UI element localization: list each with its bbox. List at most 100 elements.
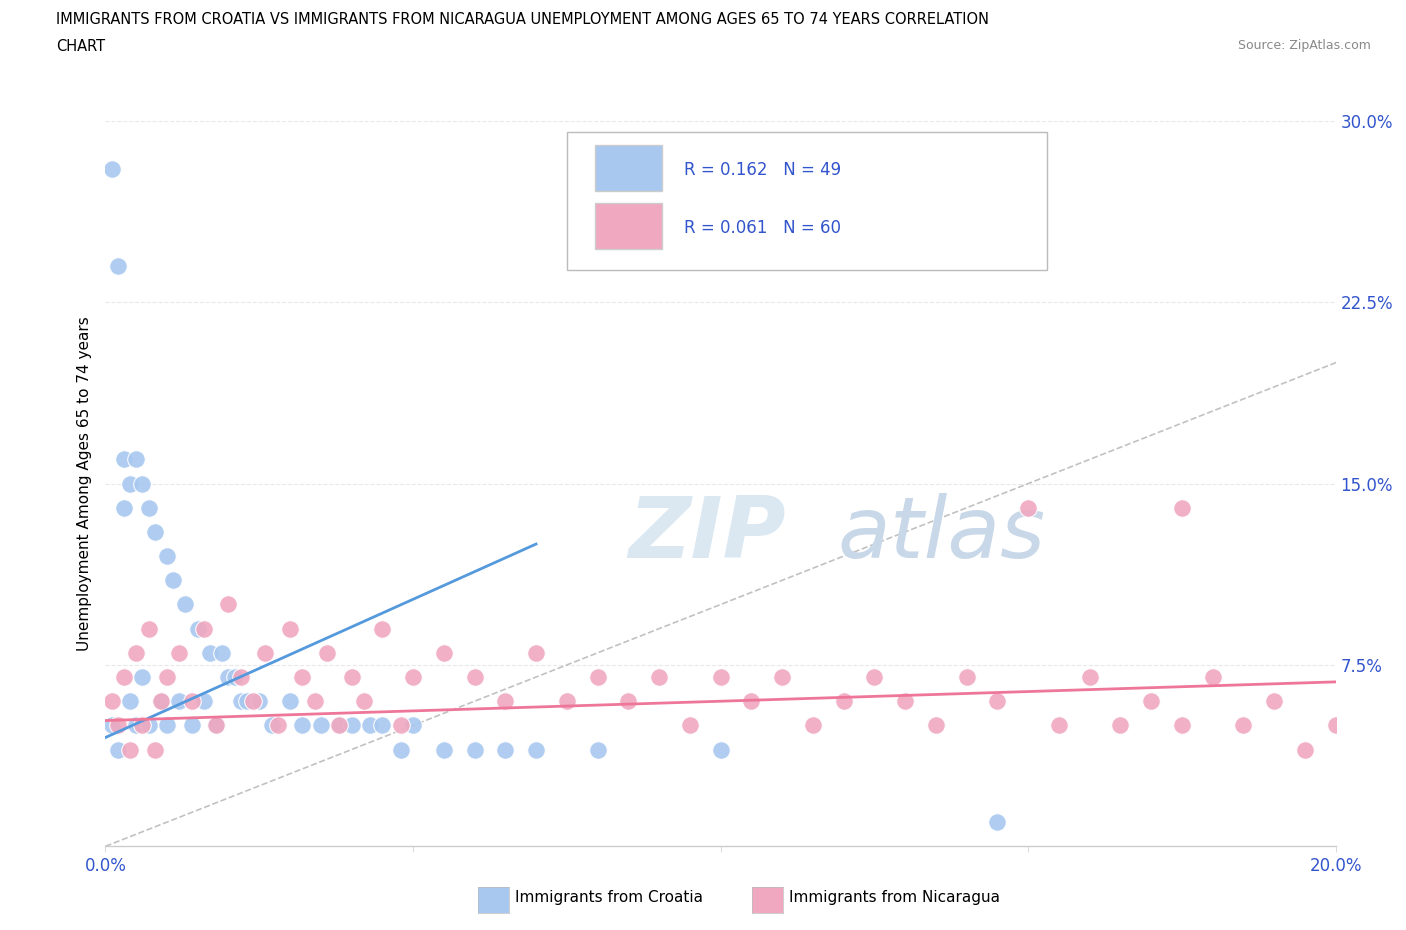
Point	[162, 573, 184, 588]
Point	[1109, 718, 1132, 733]
Point	[740, 694, 762, 709]
Y-axis label: Unemployment Among Ages 65 to 74 years: Unemployment Among Ages 65 to 74 years	[76, 316, 91, 651]
Point	[229, 670, 252, 684]
Point	[205, 718, 228, 733]
Point	[120, 476, 141, 491]
Text: IMMIGRANTS FROM CROATIA VS IMMIGRANTS FROM NICARAGUA UNEMPLOYMENT AMONG AGES 65 : IMMIGRANTS FROM CROATIA VS IMMIGRANTS FR…	[56, 12, 990, 27]
Text: Immigrants from Croatia: Immigrants from Croatia	[515, 890, 703, 905]
Point	[242, 694, 264, 709]
Text: R = 0.061   N = 60: R = 0.061 N = 60	[683, 219, 841, 237]
Point	[149, 694, 172, 709]
Point	[389, 742, 412, 757]
Point	[254, 645, 277, 660]
Point	[180, 718, 202, 733]
Point	[494, 694, 516, 709]
Point	[131, 718, 153, 733]
Point	[433, 742, 456, 757]
Point	[371, 718, 394, 733]
Point	[710, 670, 733, 684]
Point	[494, 742, 516, 757]
Text: R = 0.162   N = 49: R = 0.162 N = 49	[683, 161, 841, 179]
Point	[328, 718, 350, 733]
Point	[187, 621, 209, 636]
Point	[925, 718, 948, 733]
Point	[169, 645, 191, 660]
Point	[433, 645, 456, 660]
Point	[193, 621, 215, 636]
Point	[555, 694, 578, 709]
Point	[247, 694, 270, 709]
Point	[986, 694, 1008, 709]
Point	[107, 259, 129, 273]
Point	[1140, 694, 1163, 709]
FancyBboxPatch shape	[567, 132, 1046, 270]
Point	[229, 694, 252, 709]
Point	[107, 742, 129, 757]
Point	[107, 718, 129, 733]
Point	[131, 476, 153, 491]
Point	[156, 670, 179, 684]
Point	[617, 694, 640, 709]
Point	[1017, 500, 1039, 515]
Point	[224, 670, 246, 684]
Point	[1201, 670, 1223, 684]
Point	[1294, 742, 1316, 757]
Point	[100, 162, 122, 177]
Point	[112, 452, 135, 467]
Text: Source: ZipAtlas.com: Source: ZipAtlas.com	[1237, 39, 1371, 52]
Point	[359, 718, 381, 733]
Point	[586, 742, 609, 757]
Point	[340, 718, 363, 733]
Point	[193, 694, 215, 709]
Point	[120, 742, 141, 757]
Point	[198, 645, 221, 660]
Point	[679, 718, 702, 733]
Point	[353, 694, 375, 709]
Point	[524, 645, 547, 660]
Point	[138, 718, 160, 733]
Point	[278, 694, 301, 709]
Point	[1263, 694, 1285, 709]
Text: Immigrants from Nicaragua: Immigrants from Nicaragua	[789, 890, 1000, 905]
Point	[402, 670, 425, 684]
Point	[832, 694, 855, 709]
Point	[143, 525, 166, 539]
Point	[371, 621, 394, 636]
Point	[956, 670, 979, 684]
Point	[267, 718, 290, 733]
Point	[112, 670, 135, 684]
Point	[112, 500, 135, 515]
Point	[315, 645, 337, 660]
Point	[464, 670, 486, 684]
FancyBboxPatch shape	[595, 145, 662, 192]
Point	[524, 742, 547, 757]
Point	[100, 694, 122, 709]
Point	[120, 694, 141, 709]
Point	[1171, 718, 1194, 733]
Point	[328, 718, 350, 733]
Point	[138, 500, 160, 515]
Point	[169, 694, 191, 709]
Point	[648, 670, 671, 684]
Point	[1047, 718, 1070, 733]
Point	[211, 645, 233, 660]
Text: ZIP: ZIP	[628, 493, 786, 576]
Point	[291, 670, 314, 684]
Point	[156, 718, 179, 733]
Point	[138, 621, 160, 636]
Point	[309, 718, 332, 733]
Point	[863, 670, 886, 684]
Point	[1232, 718, 1254, 733]
Point	[125, 718, 148, 733]
Point	[402, 718, 425, 733]
Point	[340, 670, 363, 684]
Point	[464, 742, 486, 757]
Point	[236, 694, 259, 709]
Point	[180, 694, 202, 709]
Text: atlas: atlas	[838, 493, 1046, 576]
Point	[174, 597, 197, 612]
Point	[143, 742, 166, 757]
Point	[156, 549, 179, 564]
Point	[278, 621, 301, 636]
Point	[149, 694, 172, 709]
